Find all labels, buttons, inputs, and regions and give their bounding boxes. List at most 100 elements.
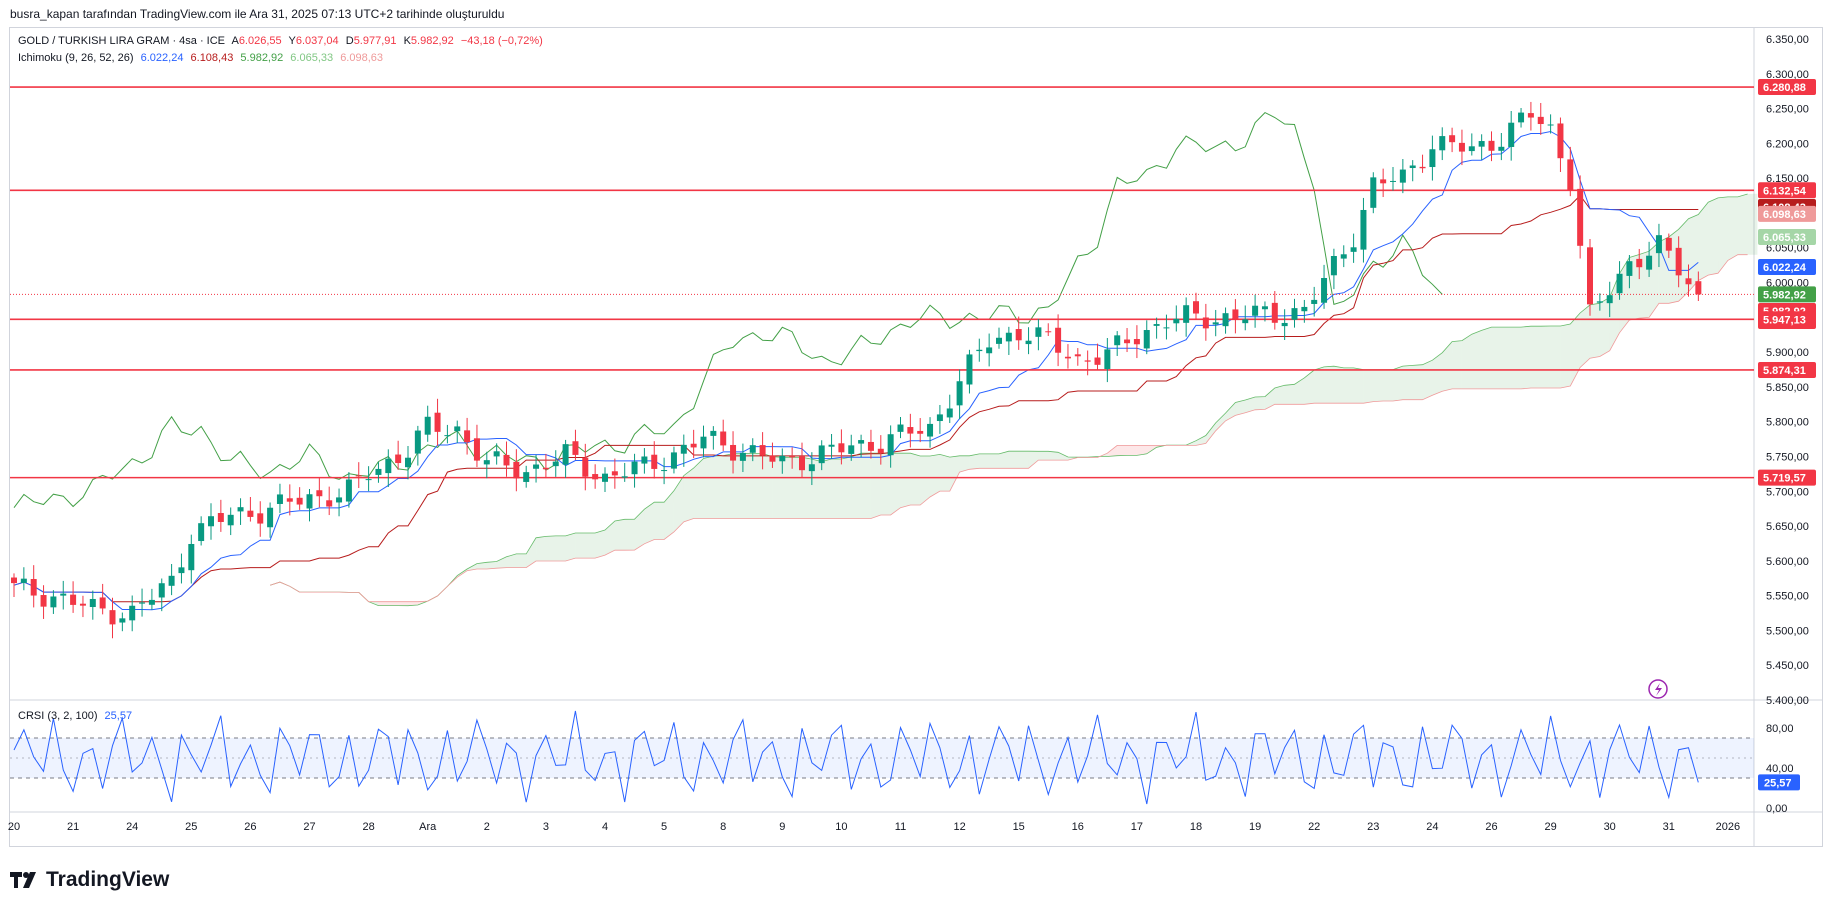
candle-body [897,424,904,432]
cloud-segment [723,453,734,519]
candle-body [828,444,835,447]
candle-body [30,579,37,596]
candle-body [739,452,746,461]
candle-body [1498,146,1505,151]
cloud-segment [703,456,714,519]
candle-body [454,426,461,432]
candle-body [20,578,27,583]
cloud-segment [585,533,596,559]
candle-body [1655,235,1662,254]
candle-body [1114,335,1121,346]
candle-body [1665,237,1672,251]
time-tick-label: 11 [895,821,906,833]
candle-body [1094,357,1101,365]
legend-ichimoku-spana: 6.065,33 [290,52,334,64]
legend-ichimoku-chikou: 5.982,92 [240,52,284,64]
candle-body [1330,256,1337,276]
cloud-segment [1058,452,1068,461]
candle-body [651,454,658,469]
candle-body [405,457,411,468]
rsi-label-box [1758,774,1800,791]
candle-body [1449,135,1456,143]
candle-body [473,438,480,461]
candle-body [1350,247,1357,252]
candle-body [345,479,352,502]
cloud-segment [890,453,901,516]
candle-body [129,605,136,621]
legend-symbol[interactable]: GOLD / TURKISH LIRA GRAM · 4sa · ICE [18,35,226,47]
candle-body [326,500,333,507]
time-tick-label: 20 [8,821,20,833]
cloud-segment [1530,326,1541,389]
cloud-segment [1048,451,1059,461]
price-label-text: 5.982,92 [1763,289,1806,301]
cloud-segment [1274,385,1285,405]
cloud-segment [999,451,1009,469]
rsi-tick-label: 0,00 [1766,803,1787,815]
candle-body [621,476,628,478]
cloud-segment [1501,327,1512,389]
candle-body [533,464,540,469]
candle-body [996,337,1002,344]
cloud-segment [467,563,477,571]
price-tick-label: 5.450,00 [1766,660,1809,672]
cloud-segment [1708,197,1719,276]
cloud-segment [1196,435,1206,446]
cloud-segment [1521,326,1531,389]
time-tick-label: 29 [1544,821,1556,833]
time-tick-label: 31 [1663,821,1675,833]
legend-ichimoku-label[interactable]: Ichimoku (9, 26, 52, 26) [18,52,134,64]
candle-body [1340,254,1347,259]
cloud-segment [1461,334,1472,389]
cloud-segment [575,533,586,559]
cloud-segment [1422,360,1433,400]
candle-body [808,464,815,472]
cloud-segment [930,454,940,497]
cloud-segment [1127,445,1137,456]
cloud-segment [1452,340,1462,389]
cloud-segment [989,453,999,469]
price-tick-label: 5.650,00 [1766,521,1809,533]
alert-icon-bolt [1655,683,1662,696]
candle-body [70,594,77,605]
candle-body [1439,136,1446,151]
cloud-segment [378,601,389,606]
candle-body [1045,331,1052,333]
cloud-segment [900,453,911,508]
candle-body [1508,122,1515,147]
cloud-segment [959,455,970,473]
time-tick-label: 2 [484,821,490,833]
legend-rsi-label[interactable]: CRSI (3, 2, 100) [18,710,98,722]
cloud-segment [644,502,655,544]
time-tick-label: 22 [1308,821,1320,833]
candle-body [1202,317,1209,329]
time-tick-label: 24 [126,821,138,833]
candle-body [1173,318,1180,324]
cloud-segment [506,553,517,568]
time-tick-label: 19 [1249,821,1261,833]
cloud-segment [713,455,724,519]
candle-body [1193,301,1199,314]
candle-body [582,457,589,477]
candle-body [611,471,618,476]
candle-body [877,448,884,453]
price-label-text: 6.022,24 [1763,262,1807,274]
candle-body [276,494,283,504]
cloud-segment [1570,312,1581,386]
cloud-segment [1284,384,1295,405]
cloud-segment [1018,451,1029,469]
tradingview-logo[interactable]: TradingView [10,868,169,892]
candle-body [1035,327,1042,337]
candle-body [1183,305,1190,323]
cloud-segment [920,456,931,505]
cloud-segment [683,468,694,522]
candle-body [966,354,973,385]
cloud-segment [1255,396,1265,410]
cloud-segment [486,561,497,570]
ichimoku-cloud [270,193,1758,606]
cloud-segment [821,459,832,519]
time-tick-label: 4 [602,821,608,833]
candle-body [119,618,126,623]
cloud-segment [1718,196,1728,274]
